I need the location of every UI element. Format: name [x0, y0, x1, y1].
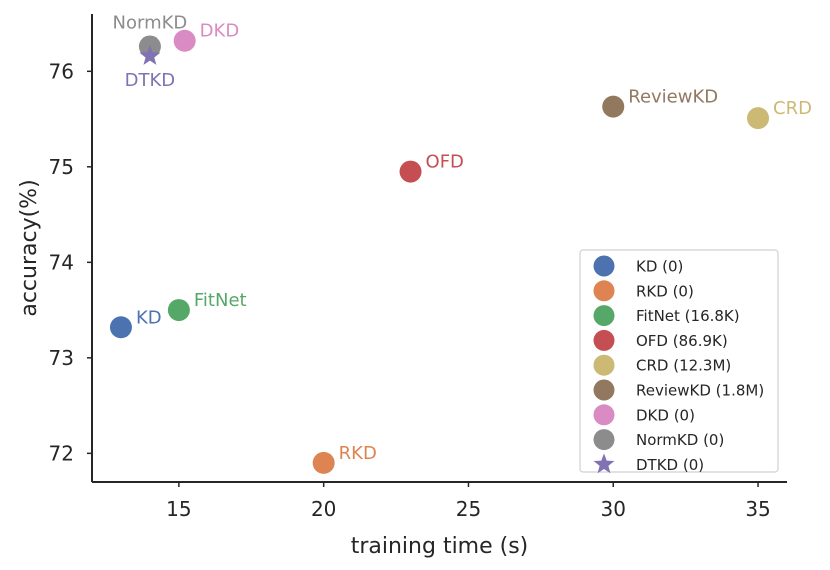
point-dkd — [173, 29, 196, 52]
point-fitnet — [167, 299, 190, 322]
x-axis-label: training time (s) — [351, 534, 529, 559]
legend-marker-ofd — [593, 329, 615, 351]
x-axis-ticks: 15 20 25 30 35 — [166, 482, 771, 521]
x-tick-label: 25 — [456, 497, 481, 521]
legend-label-dkd: DKD (0) — [636, 406, 695, 424]
data-points: KD RKD FitNet OFD CRD ReviewKD DKD NormKD DTKD — [109, 12, 812, 474]
label-rkd: RKD — [339, 443, 377, 464]
legend-marker-normkd — [593, 429, 615, 451]
legend-marker-reviewkd — [593, 379, 615, 401]
y-axis-ticks: 72 73 74 75 76 — [49, 59, 92, 465]
legend-marker-dkd — [593, 404, 615, 426]
legend: KD (0) RKD (0) FitNet (16.8K) OFD (86.9K) CR… — [579, 249, 779, 474]
legend-marker-crd — [593, 354, 615, 376]
x-tick-label: 15 — [166, 497, 191, 521]
point-dtkd — [139, 45, 161, 65]
legend-marker-rkd — [593, 280, 615, 302]
legend-marker-fitnet — [593, 305, 615, 327]
label-dkd: DKD — [200, 21, 240, 42]
y-tick-label: 74 — [49, 250, 74, 274]
point-ofd — [399, 160, 422, 183]
legend-marker-kd — [593, 255, 615, 277]
label-fitnet: FitNet — [194, 290, 247, 311]
y-tick-label: 75 — [49, 155, 74, 179]
label-ofd: OFD — [426, 152, 464, 173]
y-axis-label: accuracy(%) — [17, 179, 42, 316]
label-normkd: NormKD — [113, 12, 188, 33]
point-crd — [747, 107, 770, 130]
legend-label-rkd: RKD (0) — [636, 282, 694, 300]
point-rkd — [312, 451, 335, 474]
legend-label-ofd: OFD (86.9K) — [636, 332, 728, 350]
axes — [91, 14, 787, 483]
legend-marker-dtkd — [593, 453, 615, 474]
x-tick-label: 30 — [601, 497, 626, 521]
point-kd — [109, 316, 132, 339]
legend-label-fitnet: FitNet (16.8K) — [636, 307, 740, 325]
legend-box — [579, 249, 779, 473]
legend-label-normkd: NormKD (0) — [636, 431, 724, 449]
x-tick-label: 35 — [745, 497, 770, 521]
legend-label-reviewkd: ReviewKD (1.8M) — [636, 382, 764, 400]
legend-label-crd: CRD (12.3M) — [636, 357, 731, 375]
y-tick-label: 76 — [49, 59, 74, 83]
legend-label-kd: KD (0) — [636, 258, 683, 276]
label-crd: CRD — [773, 98, 812, 119]
label-kd: KD — [136, 307, 162, 328]
x-tick-label: 20 — [311, 497, 336, 521]
y-tick-label: 72 — [49, 441, 74, 465]
y-tick-label: 73 — [49, 346, 74, 370]
legend-label-dtkd: DTKD (0) — [636, 456, 704, 474]
point-reviewkd — [602, 95, 625, 118]
label-dtkd: DTKD — [125, 70, 176, 91]
label-reviewkd: ReviewKD — [628, 87, 718, 108]
